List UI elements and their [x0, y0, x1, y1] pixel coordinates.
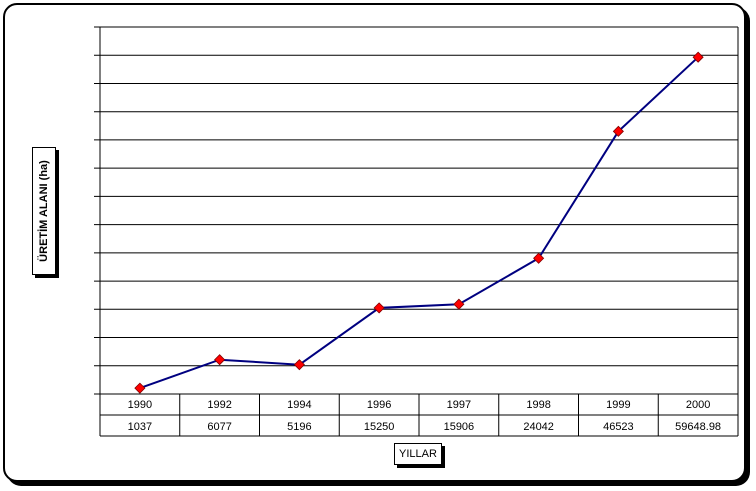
- x-axis-label: YILLAR: [394, 443, 442, 465]
- data-table: 1990 1037 1992 6077 1994 5196 1996 15250 1997 159…: [99, 394, 739, 437]
- x-tick-label: 1998: [526, 399, 550, 411]
- y-axis-label: ÜRETİM ALANI (ha): [38, 160, 50, 262]
- table-value: 59648.98: [675, 421, 721, 433]
- data-point: [134, 382, 146, 394]
- data-point: [692, 51, 704, 63]
- table-value: 5196: [287, 421, 311, 433]
- gridlines: [94, 26, 739, 395]
- table-value: 1037: [128, 421, 152, 433]
- data-point: [453, 298, 465, 310]
- data-markers: [134, 51, 704, 394]
- x-tick-label: 1994: [287, 399, 311, 411]
- x-tick-label: 1999: [606, 399, 630, 411]
- table-value: 15906: [444, 421, 475, 433]
- x-tick-label: 1997: [447, 399, 471, 411]
- x-tick-label: 1996: [367, 399, 391, 411]
- x-tick-label: 1990: [128, 399, 152, 411]
- data-point: [373, 302, 385, 314]
- table-value: 24042: [523, 421, 554, 433]
- chart-frame: [3, 3, 746, 482]
- data-point: [533, 252, 545, 264]
- table-value: 46523: [603, 421, 634, 433]
- data-point: [214, 354, 226, 366]
- series-line: [139, 56, 699, 390]
- table-value: 6077: [207, 421, 231, 433]
- x-tick-label: 2000: [686, 399, 710, 411]
- data-point: [612, 125, 624, 137]
- table-value: 15250: [364, 421, 395, 433]
- data-point: [293, 359, 305, 371]
- x-tick-label: 1992: [207, 399, 231, 411]
- y-axis-label-box: ÜRETİM ALANI (ha): [32, 147, 56, 275]
